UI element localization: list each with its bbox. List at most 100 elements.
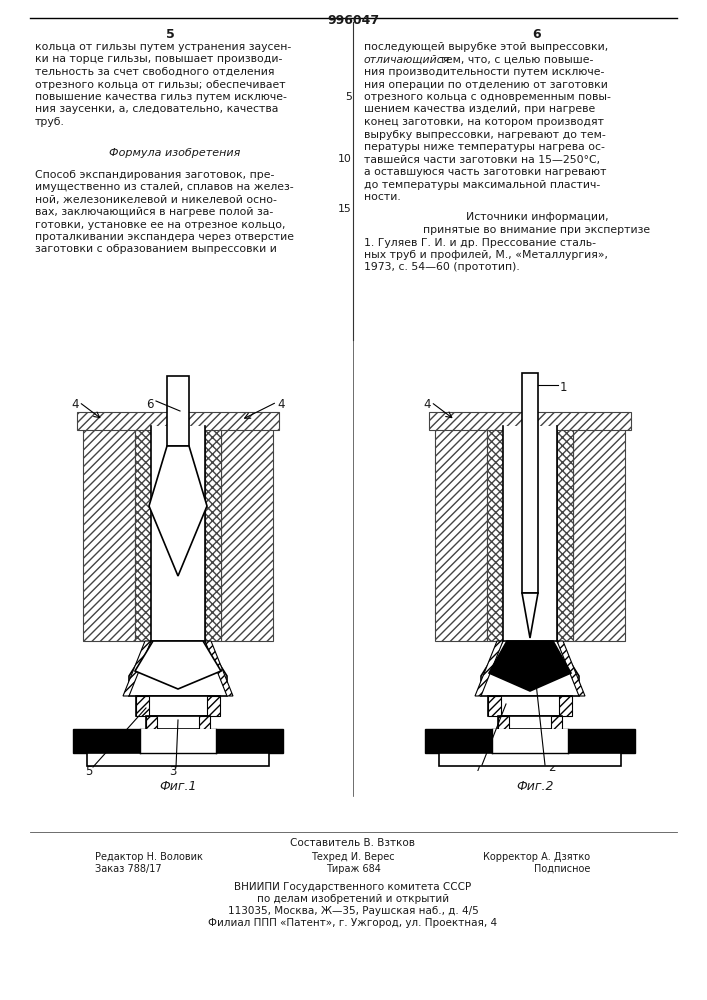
Text: 3: 3 — [169, 765, 177, 778]
Bar — [503, 426, 557, 641]
Polygon shape — [557, 641, 585, 696]
Text: 1. Гуляев Г. И. и др. Прессование сталь-: 1. Гуляев Г. И. и др. Прессование сталь- — [364, 237, 596, 247]
Text: Составитель В. Взтков: Составитель В. Взтков — [291, 838, 416, 848]
Text: вырубку выпрессовки, нагревают до тем-: вырубку выпрессовки, нагревают до тем- — [364, 129, 606, 139]
Text: имущественно из сталей, сплавов на желез-: имущественно из сталей, сплавов на желез… — [35, 182, 293, 192]
Text: проталкивании экспандера через отверстие: проталкивании экспандера через отверстие — [35, 232, 294, 242]
Text: ных труб и профилей, М., «Металлургия»,: ных труб и профилей, М., «Металлургия», — [364, 250, 608, 260]
Text: Редактор Н. Воловик: Редактор Н. Воловик — [95, 852, 203, 862]
Text: шением качества изделий, при нагреве: шением качества изделий, при нагреве — [364, 104, 595, 114]
Bar — [167, 376, 189, 446]
Bar — [551, 716, 562, 729]
Text: тельность за счет свободного отделения: тельность за счет свободного отделения — [35, 67, 274, 77]
Bar — [135, 426, 151, 641]
Text: 6: 6 — [532, 28, 542, 41]
Text: Заказ 788/17: Заказ 788/17 — [95, 864, 162, 874]
Text: ния заусенки, а, следовательно, качества: ния заусенки, а, следовательно, качества — [35, 104, 279, 114]
Text: Тираж 684: Тираж 684 — [325, 864, 380, 874]
Polygon shape — [522, 593, 538, 638]
Bar — [146, 716, 157, 729]
Text: ной, железоникелевой и никелевой осно-: ной, железоникелевой и никелевой осно- — [35, 194, 277, 205]
Bar — [207, 696, 220, 716]
Text: а оставшуюся часть заготовки нагревают: а оставшуюся часть заготовки нагревают — [364, 167, 607, 177]
Text: тавшейся части заготовки на 15—250°С,: тавшейся части заготовки на 15—250°С, — [364, 154, 600, 164]
Text: до температуры максимальной пластич-: до температуры максимальной пластич- — [364, 180, 600, 190]
Text: ния операции по отделению от заготовки: ния операции по отделению от заготовки — [364, 80, 608, 90]
Bar — [498, 716, 509, 729]
Bar — [221, 426, 273, 641]
Text: 1973, с. 54—60 (прототип).: 1973, с. 54—60 (прототип). — [364, 262, 520, 272]
Text: ки на торце гильзы, повышает производи-: ки на торце гильзы, повышает производи- — [35, 54, 282, 64]
Text: 5: 5 — [85, 765, 93, 778]
Bar — [487, 426, 503, 641]
Polygon shape — [205, 641, 233, 696]
Bar — [573, 426, 625, 641]
Text: 996047: 996047 — [327, 14, 379, 27]
Bar — [140, 729, 216, 753]
Text: 15: 15 — [338, 205, 352, 215]
Polygon shape — [489, 641, 571, 691]
Text: 4: 4 — [277, 398, 285, 411]
Text: заготовки с образованием выпрессовки и: заготовки с образованием выпрессовки и — [35, 244, 277, 254]
Text: Способ экспандирования заготовок, пре-: Способ экспандирования заготовок, пре- — [35, 169, 274, 180]
Text: 1: 1 — [560, 381, 568, 394]
Text: труб.: труб. — [35, 117, 65, 127]
Bar — [429, 412, 631, 430]
Bar — [435, 426, 487, 641]
Polygon shape — [475, 641, 503, 696]
Text: Фиг.2: Фиг.2 — [516, 780, 554, 793]
Text: отличающийся: отличающийся — [364, 54, 450, 64]
Polygon shape — [129, 641, 227, 696]
Text: пературы ниже температуры нагрева ос-: пературы ниже температуры нагрева ос- — [364, 142, 605, 152]
Bar — [83, 426, 135, 641]
Text: повышение качества гильз путем исключе-: повышение качества гильз путем исключе- — [35, 92, 287, 102]
Bar — [498, 716, 562, 729]
Polygon shape — [149, 446, 207, 576]
Polygon shape — [481, 641, 579, 696]
Bar — [146, 716, 210, 729]
Text: Формула изобретения: Формула изобретения — [110, 147, 240, 157]
Text: ности.: ности. — [364, 192, 401, 202]
Text: вах, заключающийся в нагреве полой за-: вах, заключающийся в нагреве полой за- — [35, 207, 273, 217]
Text: ВНИИПИ Государственного комитета СССР: ВНИИПИ Государственного комитета СССР — [235, 882, 472, 892]
Text: ния производительности путем исключе-: ния производительности путем исключе- — [364, 67, 604, 77]
Bar — [559, 696, 572, 716]
Text: отрезного кольца от гильзы; обеспечивает: отрезного кольца от гильзы; обеспечивает — [35, 80, 286, 90]
Polygon shape — [135, 641, 221, 689]
Bar — [488, 696, 572, 716]
Text: Корректор А. Дзятко: Корректор А. Дзятко — [483, 852, 590, 862]
Bar — [151, 426, 205, 641]
Text: последующей вырубке этой выпрессовки,: последующей вырубке этой выпрессовки, — [364, 42, 608, 52]
Text: 4: 4 — [71, 398, 78, 411]
Text: 7: 7 — [475, 761, 482, 774]
Bar — [199, 716, 210, 729]
Text: 113035, Москва, Ж—35, Раушская наб., д. 4/5: 113035, Москва, Ж—35, Раушская наб., д. … — [228, 906, 479, 916]
Bar — [425, 729, 635, 753]
Text: Фиг.1: Фиг.1 — [159, 780, 197, 793]
Text: 6: 6 — [146, 398, 153, 411]
Text: принятые во внимание при экспертизе: принятые во внимание при экспертизе — [423, 225, 650, 235]
Bar — [136, 696, 220, 716]
Bar — [136, 696, 149, 716]
Text: тем, что, с целью повыше-: тем, что, с целью повыше- — [436, 54, 593, 64]
Bar — [205, 426, 221, 641]
Text: Техред И. Верес: Техред И. Верес — [311, 852, 395, 862]
Text: Подписное: Подписное — [534, 864, 590, 874]
Text: готовки, установке ее на отрезное кольцо,: готовки, установке ее на отрезное кольцо… — [35, 220, 286, 230]
Polygon shape — [123, 641, 151, 696]
Bar — [488, 696, 501, 716]
Text: 4: 4 — [423, 398, 431, 411]
Bar — [77, 412, 279, 430]
Text: Источники информации,: Источники информации, — [466, 213, 608, 223]
Text: кольца от гильзы путем устранения заусен-: кольца от гильзы путем устранения заусен… — [35, 42, 291, 52]
Bar — [557, 426, 573, 641]
Bar — [87, 753, 269, 766]
Bar — [522, 373, 538, 593]
Text: Филиал ППП «Патент», г. Ужгород, ул. Проектная, 4: Филиал ППП «Патент», г. Ужгород, ул. Про… — [209, 918, 498, 928]
Text: 5: 5 — [345, 92, 352, 102]
Bar — [73, 729, 283, 753]
Bar — [492, 729, 568, 753]
Text: отрезного кольца с одновременным повы-: отрезного кольца с одновременным повы- — [364, 92, 611, 102]
Text: 10: 10 — [338, 154, 352, 164]
Text: 2: 2 — [548, 761, 556, 774]
